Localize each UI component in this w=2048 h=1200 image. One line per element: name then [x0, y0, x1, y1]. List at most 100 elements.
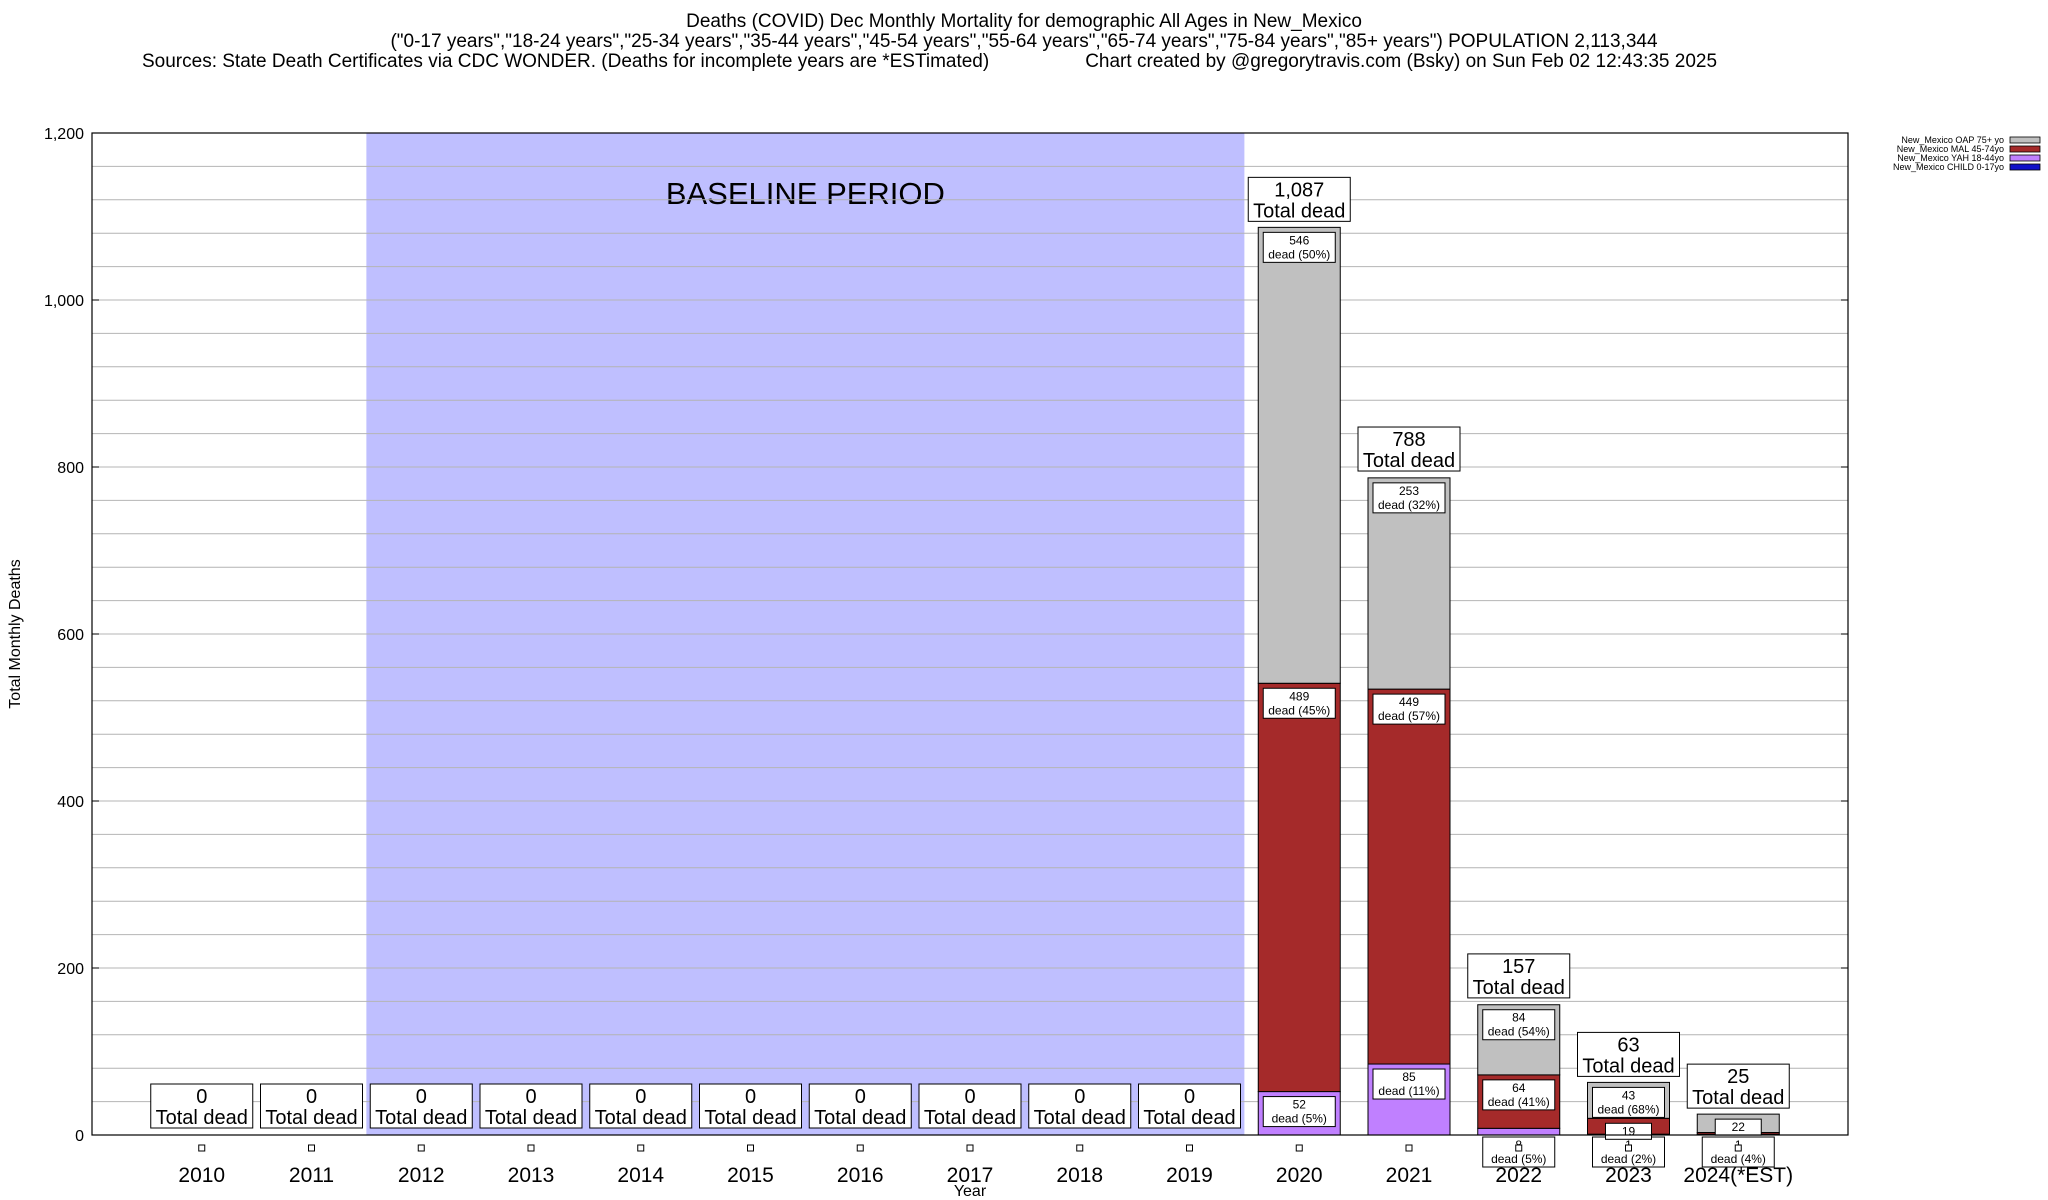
segment-label-value: 85 [1402, 1070, 1416, 1084]
x-marker [308, 1144, 315, 1152]
total-label-value: 0 [196, 1086, 207, 1108]
segment-label-box [1372, 1068, 1446, 1100]
y-tick-label: 0 [75, 1128, 84, 1145]
x-tick-label: 2012 [398, 1164, 445, 1187]
x-tick-label: 2017 [947, 1164, 994, 1187]
x-marker [527, 1144, 535, 1152]
segment-label-box [1262, 231, 1336, 263]
segment-label-box [1482, 1079, 1556, 1111]
total-label-text: Total dead [924, 1107, 1016, 1129]
segment-label-value: 84 [1512, 1011, 1526, 1025]
x-marker [966, 1144, 974, 1152]
x-tick-label: 2018 [1056, 1164, 1103, 1187]
segment-label-box [1482, 1009, 1556, 1041]
legend-swatch [2009, 163, 2041, 171]
total-label-box [1577, 1031, 1680, 1077]
total-label-box [589, 1083, 693, 1129]
x-marker [637, 1144, 645, 1152]
total-label-value: 0 [1184, 1086, 1195, 1108]
x-marker [1515, 1144, 1523, 1152]
x-tick-label: 2014 [617, 1164, 664, 1187]
total-label-value: 0 [855, 1086, 866, 1108]
x-tick-label: 2010 [178, 1164, 225, 1187]
legend-label: New_Mexico CHILD 0-17yo [1893, 162, 2004, 172]
x-axis-title: Year [954, 1183, 987, 1200]
axes-layer: 0 200 400 600 800 1,000 1,200 Total Monthly Dea… [7, 126, 1849, 1200]
x-marker [1186, 1144, 1193, 1152]
x-marker [1076, 1144, 1084, 1152]
total-label-box [1028, 1083, 1132, 1129]
segment-label-box [1262, 1096, 1336, 1128]
total-label-text: Total dead [1034, 1107, 1126, 1129]
total-label-value: 0 [745, 1086, 756, 1108]
baseline-period-label: BASELINE PERIOD [666, 176, 945, 211]
bar-segment [1257, 226, 1341, 684]
segment-label-box [1262, 687, 1336, 719]
x-tick-label: 2015 [727, 1164, 774, 1187]
total-label-text: Total dead [1253, 200, 1345, 222]
total-label-value: 63 [1617, 1034, 1639, 1056]
total-label-value: 0 [525, 1086, 536, 1108]
segment-label-share: dead (5%) [1491, 1152, 1546, 1166]
segment-label-box [1372, 482, 1446, 514]
segment-label-share: dead (68%) [1597, 1102, 1659, 1116]
x-tick-label: 2024(*EST) [1683, 1164, 1793, 1187]
x-marker [1295, 1144, 1303, 1152]
segment-label-value: 52 [1293, 1098, 1307, 1112]
segment-label-value: 22 [1732, 1120, 1746, 1134]
segment-label-box [1482, 1136, 1556, 1168]
legend-swatch [2009, 145, 2041, 153]
total-label-text: Total dead [704, 1107, 796, 1129]
total-label-value: 0 [635, 1086, 646, 1108]
total-label-box [699, 1083, 802, 1129]
bar-segment [1367, 688, 1451, 1065]
total-label-value: 0 [964, 1086, 975, 1108]
segment-label-box [1372, 693, 1446, 725]
total-label-text: Total dead [1143, 1107, 1235, 1129]
total-label-text: Total dead [1692, 1087, 1784, 1109]
total-label-text: Total dead [814, 1107, 906, 1129]
segment-label-share: dead (54%) [1488, 1025, 1550, 1039]
legend-swatch [2009, 136, 2041, 144]
y-tick-label: 800 [57, 460, 84, 477]
segment-label-value: 546 [1289, 233, 1309, 247]
chart-sources-line: Sources: State Death Certificates via CD… [0, 52, 2048, 72]
total-label-value: 0 [416, 1086, 427, 1108]
total-label-text: Total dead [1582, 1055, 1674, 1077]
segment-label-value: 19 [1622, 1124, 1636, 1138]
total-label-box [1138, 1083, 1241, 1129]
chart-title: Deaths (COVID) Dec Monthly Mortality for… [686, 11, 1362, 32]
x-tick-label: 2019 [1166, 1164, 1213, 1187]
x-marker [1405, 1144, 1413, 1152]
segment-label-box [1592, 1086, 1665, 1118]
total-label-value: 1,087 [1274, 179, 1324, 201]
total-label-text: Total dead [1363, 450, 1455, 472]
total-label-box [369, 1083, 473, 1129]
x-tick-label: 2016 [837, 1164, 884, 1187]
segment-label-share: dead (57%) [1378, 709, 1440, 723]
total-label-text: Total dead [595, 1107, 687, 1129]
y-axis-title: Total Monthly Deaths [7, 559, 24, 708]
total-label-box [260, 1083, 363, 1129]
x-tick-label: 2021 [1386, 1164, 1433, 1187]
total-label-text: Total dead [375, 1107, 467, 1129]
total-label-text: Total dead [156, 1107, 248, 1129]
legend-swatch [2009, 154, 2041, 162]
chart-sources: Sources: State Death Certificates via CD… [142, 51, 990, 72]
x-marker [1625, 1144, 1632, 1152]
segment-label-share: dead (50%) [1268, 247, 1330, 261]
total-label-value: 0 [1074, 1086, 1085, 1108]
segment-label-value: 43 [1622, 1088, 1636, 1102]
y-tick-label: 1,200 [44, 126, 84, 143]
segment-label-share: dead (5%) [1272, 1112, 1327, 1126]
x-marker [856, 1144, 864, 1152]
total-label-text: Total dead [1473, 977, 1565, 999]
chart-header: Deaths (COVID) Dec Monthly Mortality for… [0, 12, 2048, 72]
legend-label: New_Mexico MAL 45-74yo [1897, 144, 2004, 154]
bar-segment [1257, 682, 1341, 1093]
total-label-value: 157 [1502, 956, 1535, 978]
total-label-box [1467, 953, 1571, 999]
